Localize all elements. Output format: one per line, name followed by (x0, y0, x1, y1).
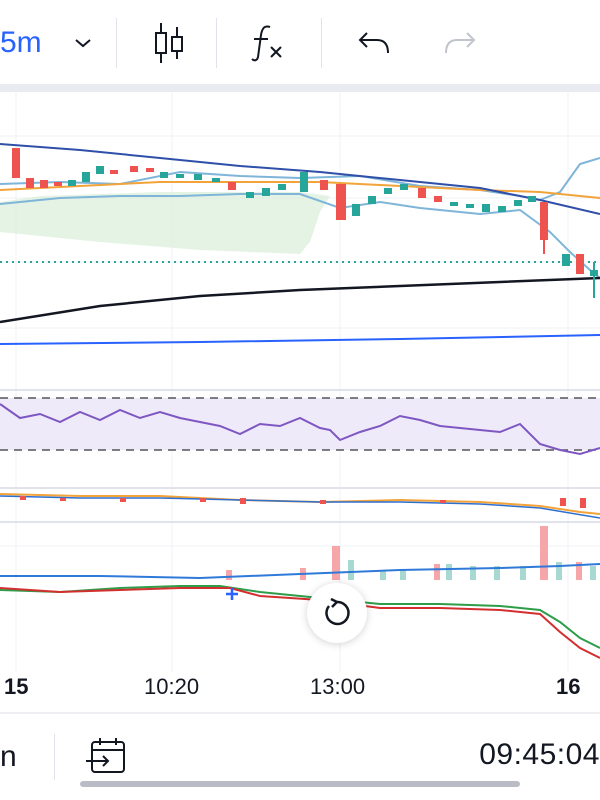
undo-icon (358, 32, 389, 54)
home-indicator[interactable] (80, 781, 520, 787)
time-axis-label: 10:20 (144, 674, 200, 699)
reset-chart-button[interactable] (307, 583, 367, 643)
toolbar-divider (216, 18, 217, 68)
redo-icon (445, 32, 476, 54)
chart-toolbar: 5m (0, 0, 600, 86)
chevron-down-icon (75, 39, 91, 48)
go-to-date-button[interactable] (84, 736, 132, 780)
interval-label: 5m (0, 26, 42, 59)
reset-rotate-icon (325, 597, 350, 626)
interval-button[interactable]: 5m (0, 16, 70, 70)
time-axis-label-day: 15 (4, 674, 29, 699)
redo-button[interactable] (438, 16, 482, 70)
footer-divider (0, 712, 600, 714)
crosshair-marker-icon (226, 588, 238, 600)
candles-icon (155, 23, 183, 63)
indicators-button[interactable] (248, 16, 288, 70)
toolbar-divider (321, 18, 322, 68)
indicators-fx-icon (251, 25, 282, 62)
time-axis-label: 13:00 (310, 674, 366, 699)
calendar-goto-icon (86, 738, 125, 773)
chart-canvas[interactable] (0, 92, 600, 712)
candlesticks (12, 148, 598, 298)
time-axis-label-day: 16 (556, 674, 581, 699)
clock-time[interactable]: 09:45:04 (479, 738, 600, 771)
footer-separator (54, 734, 55, 780)
toolbar-border (0, 84, 600, 92)
undo-button[interactable] (352, 16, 396, 70)
volume-bars (226, 526, 596, 580)
chart-type-button[interactable] (144, 16, 194, 70)
toolbar-divider (116, 18, 117, 68)
chart-area[interactable]: 15 10:20 13:00 16 (0, 92, 600, 712)
footer-range-label[interactable]: n (0, 740, 17, 773)
interval-dropdown-button[interactable] (70, 16, 96, 70)
